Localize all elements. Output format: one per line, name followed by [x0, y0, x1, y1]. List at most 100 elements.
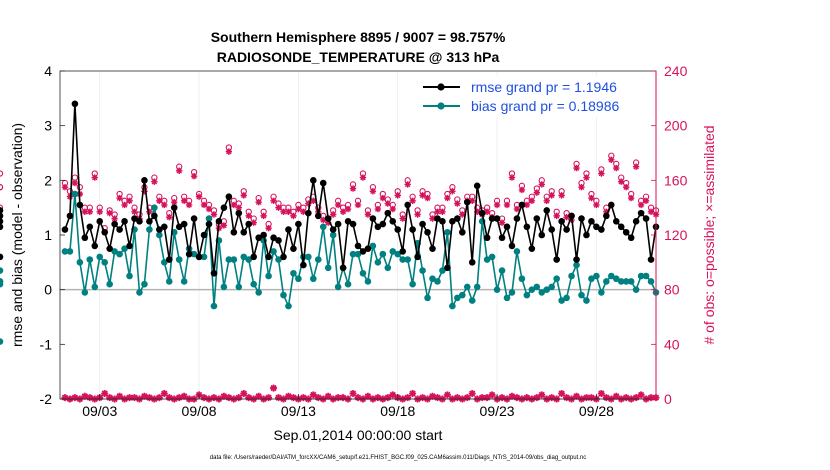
bias-point	[647, 278, 655, 285]
obs-assimilated-marker	[96, 208, 103, 215]
bias-point	[374, 259, 382, 266]
obs-low-marker	[61, 394, 69, 402]
rmse-point	[210, 269, 218, 277]
bias-point	[250, 280, 257, 288]
rmse-point	[617, 223, 625, 231]
obs-assimilated-marker	[513, 205, 521, 213]
obs-assimilated-marker	[180, 197, 188, 205]
rmse-point	[439, 218, 446, 225]
obs-assimilated-marker	[608, 156, 615, 164]
obs-assimilated-marker	[637, 201, 645, 209]
obs-assimilated-marker	[414, 211, 421, 218]
bias-point	[429, 275, 436, 283]
rmse-point	[180, 220, 188, 228]
bias-point	[543, 286, 551, 293]
rmse-point	[305, 209, 312, 217]
rmse-point	[622, 228, 630, 236]
rmse-point	[379, 220, 387, 228]
data-file-footer: data file: /Users/raeder/DAI/ATM_forcXX/…	[210, 455, 586, 461]
bias-point	[270, 248, 277, 255]
rmse-point	[449, 218, 456, 225]
left-tick-label: 1	[44, 227, 52, 243]
rmse-point	[588, 218, 595, 225]
bias-point	[126, 272, 133, 280]
bias-point	[240, 253, 248, 261]
obs-assimilated-marker	[325, 219, 332, 226]
rmse-point	[126, 242, 133, 250]
bias-point	[454, 294, 461, 302]
obs-assimilated-marker	[563, 214, 570, 221]
obs-low-marker	[126, 394, 134, 402]
obs-assimilated-marker	[603, 208, 610, 215]
obs-assimilated-marker	[553, 212, 560, 220]
obs-low-marker	[106, 394, 114, 402]
bias-point	[399, 256, 407, 263]
obs-low-marker	[200, 394, 208, 402]
rmse-point	[553, 256, 560, 263]
obs-assimilated-marker	[334, 201, 342, 209]
rmse-point	[369, 215, 377, 222]
bias-point	[314, 256, 322, 263]
bias-point	[354, 250, 362, 258]
obs-assimilated-marker	[429, 215, 436, 222]
obs-assimilated-marker	[434, 208, 441, 215]
bias-point	[369, 242, 377, 250]
obs-low-marker	[299, 394, 307, 402]
rmse-point	[141, 177, 148, 184]
rmse-point	[404, 201, 411, 209]
bias-point	[151, 204, 158, 211]
bias-point	[503, 294, 511, 302]
rmse-point	[131, 215, 138, 222]
obs-assimilated-marker	[627, 194, 635, 202]
obs-low-marker	[349, 390, 357, 398]
rmse-point	[270, 234, 277, 242]
obs-assimilated-marker	[290, 212, 297, 220]
bias-point	[344, 280, 352, 288]
obs-low-marker	[116, 392, 124, 400]
obs-assimilated-marker	[449, 188, 456, 195]
obs-assimilated-marker	[300, 208, 307, 215]
obs-low-marker	[488, 391, 496, 399]
bias-point	[463, 283, 471, 291]
obs-assimilated-marker	[270, 197, 277, 205]
bias-point	[235, 283, 243, 291]
bias-point	[473, 283, 481, 291]
bias-point	[493, 286, 501, 293]
x-axis-label: Sep.01,2014 00:00:00 start	[274, 427, 443, 443]
right-tick-label: 240	[664, 63, 688, 79]
obs-assimilated-marker	[508, 174, 516, 181]
obs-low-marker	[468, 390, 476, 398]
bias-point	[175, 256, 183, 263]
rmse-point	[384, 209, 392, 217]
bias-point	[275, 256, 282, 263]
rmse-point	[543, 207, 551, 214]
obs-assimilated-marker	[588, 194, 595, 202]
bias-point	[0, 338, 4, 345]
obs-assimilated-marker	[86, 208, 93, 215]
rmse-point	[195, 253, 203, 261]
rmse-point	[116, 226, 123, 233]
rmse-point	[503, 223, 511, 231]
rmse-point	[642, 215, 650, 222]
rmse-point	[190, 215, 198, 222]
obs-low-marker	[314, 394, 322, 402]
bias-point	[608, 272, 615, 280]
obs-low-marker	[429, 392, 436, 400]
obs-assimilated-marker	[573, 164, 580, 172]
obs-low-marker	[498, 394, 506, 402]
x-tick-label: 09/13	[281, 403, 316, 419]
obs-low-marker	[612, 392, 620, 400]
bias-point	[642, 272, 650, 280]
bias-point	[538, 289, 546, 296]
obs-assimilated-marker	[409, 197, 416, 205]
rmse-point	[66, 212, 74, 220]
rmse-point	[170, 204, 178, 211]
obs-low-marker	[324, 392, 332, 400]
obs-assimilated-marker	[329, 211, 337, 218]
bias-point	[121, 245, 128, 252]
bias-point	[593, 272, 600, 280]
obs-assimilated-marker	[613, 164, 620, 172]
rmse-point	[71, 100, 79, 108]
obs-assimilated-marker	[106, 209, 113, 217]
rmse-point	[260, 231, 267, 239]
